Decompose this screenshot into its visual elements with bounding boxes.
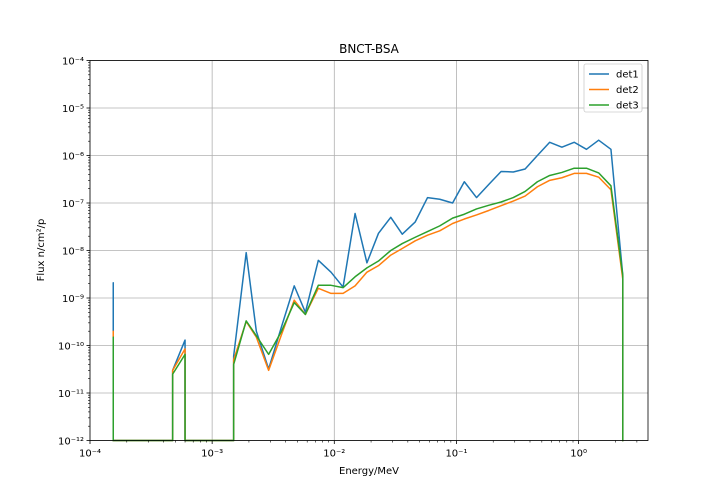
x-axis-label: Energy/MeV: [339, 466, 399, 477]
y-tick-label: 10⁻¹¹: [58, 389, 84, 400]
x-tick-label: 10⁻⁴: [79, 449, 101, 460]
y-tick-label: 10⁻⁶: [62, 152, 84, 163]
y-tick-label: 10⁻⁸: [62, 247, 84, 258]
axis-ticks: 10⁻⁴ 10⁻³ 10⁻² 10⁻¹ 10⁰ 10⁻¹² 10⁻¹¹ 10⁻¹⁰ 10⁻⁹ 10…: [58, 57, 638, 460]
legend: det1 det2 det3: [583, 63, 643, 113]
legend-label-det3: det3: [616, 101, 639, 112]
legend-box: [583, 63, 643, 113]
legend-label-det1: det1: [616, 70, 639, 81]
chart-title: BNCT-BSA: [339, 42, 400, 56]
x-tick-label: 10⁰: [570, 449, 587, 460]
x-tick-label: 10⁻³: [201, 449, 223, 460]
legend-label-det2: det2: [616, 85, 639, 96]
y-tick-label: 10⁻⁴: [62, 57, 84, 68]
y-axis-label: Flux n/cm²/p: [36, 219, 47, 282]
y-tick-label: 10⁻¹²: [58, 437, 84, 448]
x-tick-label: 10⁻²: [323, 449, 345, 460]
y-tick-label: 10⁻⁷: [62, 199, 84, 210]
y-tick-label: 10⁻¹⁰: [58, 342, 84, 353]
x-tick-label: 10⁻¹: [445, 449, 467, 460]
y-tick-label: 10⁻⁹: [62, 294, 84, 305]
y-tick-label: 10⁻⁵: [62, 104, 84, 115]
